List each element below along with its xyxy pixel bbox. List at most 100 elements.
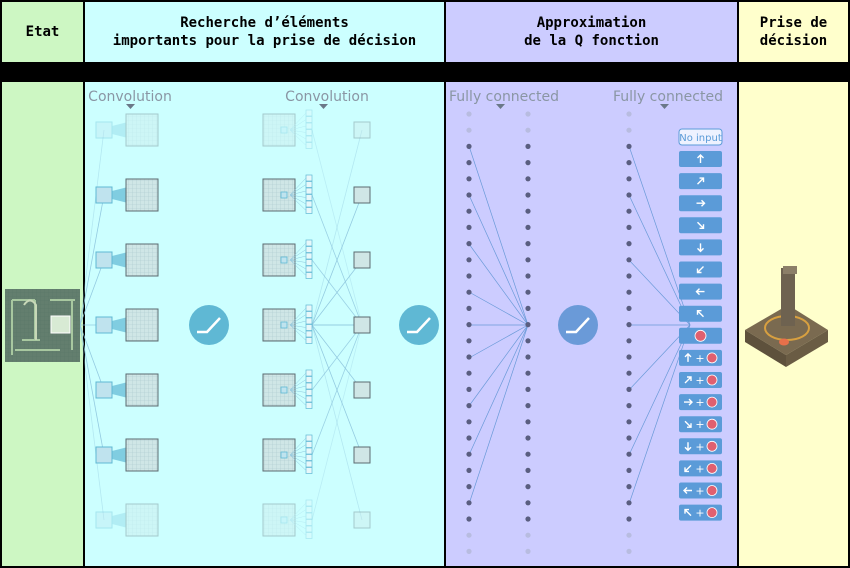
conv1-kernel [95, 251, 113, 269]
conv2-link [289, 324, 307, 341]
conv1-kernel [95, 381, 113, 399]
connection-line [79, 324, 105, 521]
conv2-output [353, 381, 371, 399]
conv2-channel [305, 447, 313, 455]
plus-sign: + [695, 374, 704, 387]
fc-node [626, 451, 632, 457]
conv1-kernel [95, 446, 113, 464]
action-button-up-left-fire: + [679, 504, 722, 521]
conv2-kernel [280, 386, 288, 394]
conv2-channel [305, 467, 313, 474]
conv2-link [289, 129, 307, 146]
connection-line [79, 324, 105, 391]
fc-node [626, 273, 632, 279]
conv2-channel [305, 129, 313, 136]
conv1-receptive-field [112, 252, 128, 268]
fc-node [525, 208, 531, 214]
conv2-channel [305, 389, 313, 396]
conv2-channel [305, 402, 313, 409]
conv2-link [289, 509, 307, 521]
connection-line [311, 324, 363, 521]
conv1-receptive-field [112, 512, 128, 528]
conv1-feature-map [125, 438, 159, 472]
fc-node [525, 257, 531, 263]
arrow-icon [684, 442, 692, 452]
action-button-down-right [679, 217, 722, 234]
label-conv2-caret [319, 104, 328, 109]
plus-sign: + [695, 440, 704, 453]
conv1-feature-map [125, 178, 159, 212]
conv1-feature-map [125, 243, 159, 277]
fc1-connection [468, 291, 529, 326]
conv2-channel [305, 532, 313, 539]
fc-node [626, 176, 632, 182]
fire-icon [694, 329, 707, 342]
fc-node [525, 338, 531, 344]
conv1-receptive-field [112, 447, 128, 463]
conv2-channel [305, 109, 313, 117]
conv2-link [289, 444, 307, 456]
header-etat-text: Etat [25, 24, 60, 40]
conv2-channel [305, 200, 313, 208]
conv2-feature-map [262, 243, 296, 277]
fc-node [466, 289, 472, 295]
fc-node [466, 532, 472, 538]
conv2-link [289, 177, 307, 196]
fc-node [466, 500, 472, 506]
fc-node [626, 354, 632, 360]
arrow-icon [683, 487, 692, 494]
fire-icon [706, 374, 718, 386]
action-button-up [679, 151, 722, 167]
fc-node [525, 127, 531, 133]
conv2-channel [305, 304, 313, 312]
fc-node [626, 192, 632, 198]
fc-node [466, 403, 472, 409]
fc-node [466, 370, 472, 376]
fc-node [626, 160, 632, 166]
conv2-channel [305, 194, 313, 201]
header-prise-text: Prise de décision [759, 15, 828, 49]
conv2-link [289, 450, 307, 456]
relu-icon [399, 305, 439, 345]
fc-node [525, 111, 531, 117]
arrow-icon [696, 266, 704, 274]
fc-node [626, 127, 632, 133]
connection-line [311, 129, 363, 326]
conv2-channel [305, 441, 313, 448]
fc-node [466, 224, 472, 230]
label-fc1-caret [496, 104, 505, 109]
fc-node [626, 224, 632, 230]
action-button-fire [679, 327, 722, 344]
action-button-up-fire: + [679, 349, 722, 366]
fc-node [525, 516, 531, 522]
action-button-right-fire: + [679, 394, 722, 411]
fc-node [626, 305, 632, 311]
conv2-channel [305, 330, 313, 338]
arrow-icon [684, 376, 692, 384]
conv2-channel [305, 259, 313, 266]
fc-node [626, 484, 632, 490]
conv2-link [289, 259, 307, 263]
conv2-kernel [280, 516, 288, 524]
fc-node [525, 241, 531, 247]
plus-sign: + [695, 507, 704, 520]
action-button-up-left [679, 305, 722, 322]
arrow-icon [684, 398, 693, 406]
conv2-feature-map [262, 373, 296, 407]
connection-line [311, 259, 363, 326]
header-prise: Prise de décision [737, 0, 850, 64]
connection-line [79, 324, 105, 456]
connection-line [311, 324, 363, 391]
fc-node [626, 532, 632, 538]
conv-row [95, 109, 371, 149]
fc-node [525, 386, 531, 392]
fc1-connection [468, 145, 529, 326]
conv2-channel [305, 324, 313, 331]
arrow-icon [697, 243, 704, 253]
arrow-icon [697, 221, 705, 230]
fc-node [626, 467, 632, 473]
fire-icon [706, 507, 718, 518]
fc-node [525, 403, 531, 409]
conv2-link [289, 314, 307, 326]
arrow-icon [684, 464, 692, 473]
